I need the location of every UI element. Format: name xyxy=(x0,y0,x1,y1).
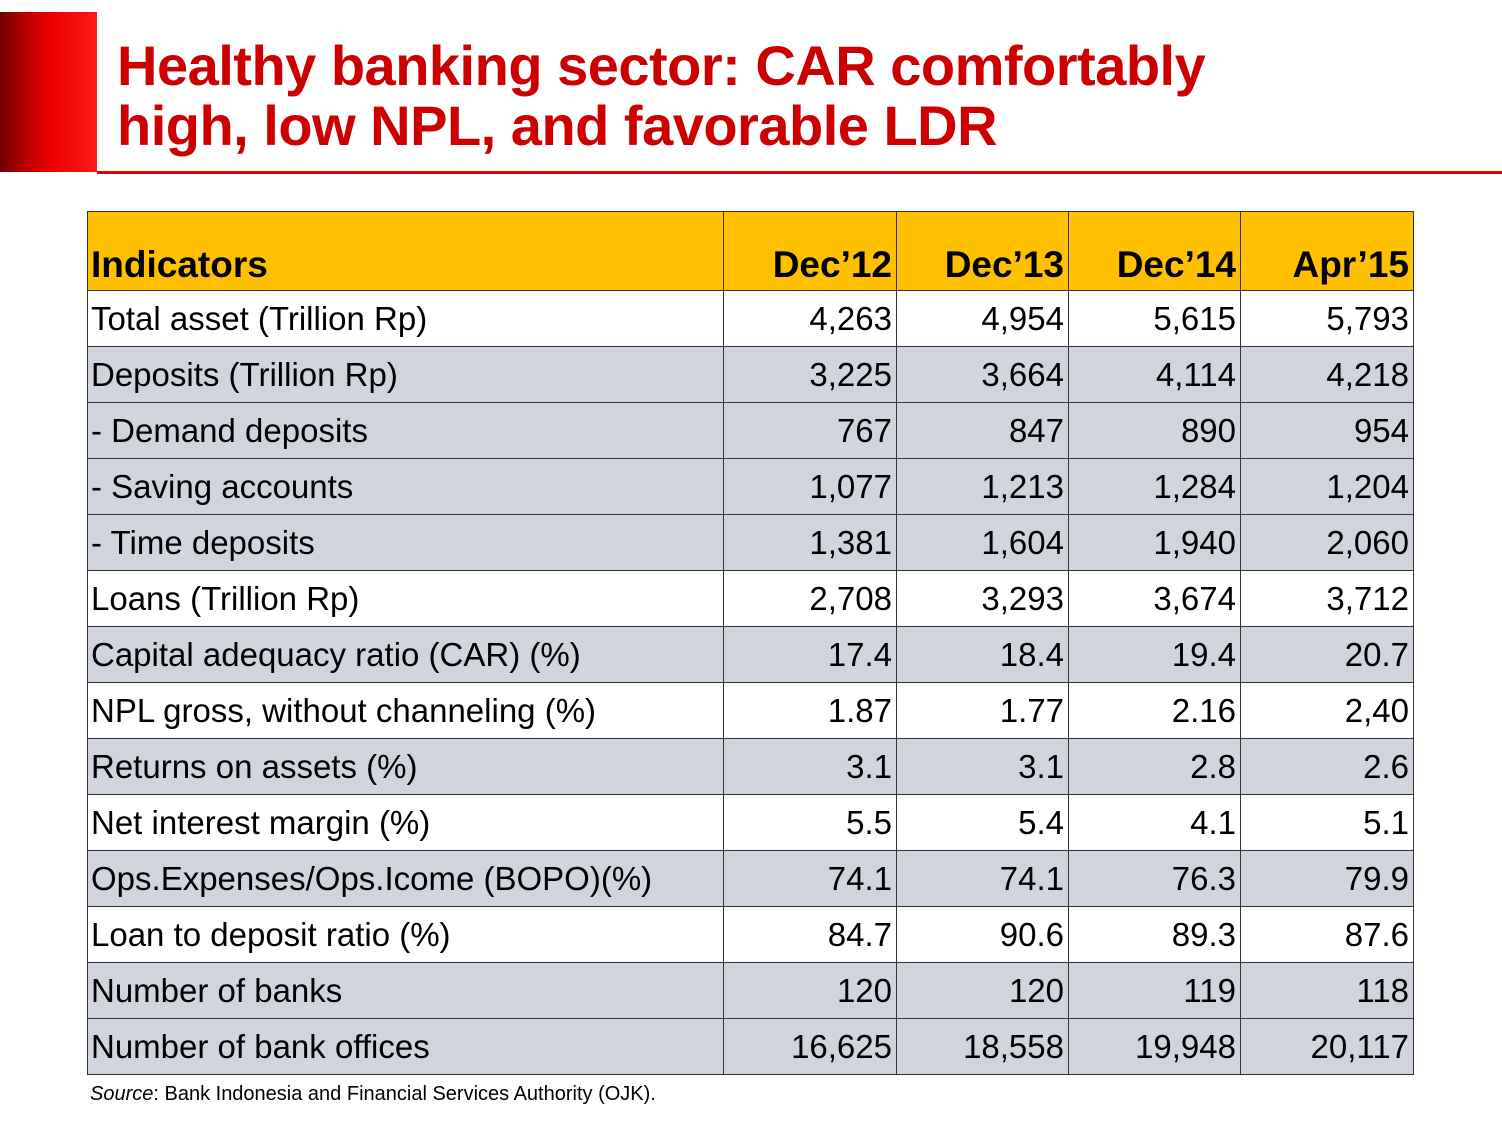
cell-value: 76.3 xyxy=(1068,850,1241,907)
source-prefix: Source xyxy=(90,1083,154,1105)
cell-value: 1,284 xyxy=(1068,458,1241,515)
cell-value: 16,625 xyxy=(723,1018,897,1075)
cell-value: 20,117 xyxy=(1240,1018,1414,1075)
row-label: Ops.Expenses/Ops.Icome (BOPO)(%) xyxy=(87,850,724,907)
cell-value: 5,793 xyxy=(1240,290,1414,347)
cell-value: 1.87 xyxy=(723,682,897,739)
row-label: - Time deposits xyxy=(87,514,724,571)
cell-value: 4.1 xyxy=(1068,794,1241,851)
cell-value: 119 xyxy=(1068,962,1241,1019)
header-period: Dec’13 xyxy=(896,211,1069,291)
cell-value: 1,381 xyxy=(723,514,897,571)
table-row: Capital adequacy ratio (CAR) (%) 17.4 18… xyxy=(87,626,1414,683)
cell-value: 2.6 xyxy=(1240,738,1414,795)
cell-value: 1,213 xyxy=(896,458,1069,515)
cell-value: 87.6 xyxy=(1240,906,1414,963)
table-row: Total asset (Trillion Rp) 4,263 4,954 5,… xyxy=(87,290,1414,347)
banking-indicators-table: Indicators Dec’12 Dec’13 Dec’14 Apr’15 T… xyxy=(87,211,1414,1075)
cell-value: 954 xyxy=(1240,402,1414,459)
row-label: Capital adequacy ratio (CAR) (%) xyxy=(87,626,724,683)
table-row: - Demand deposits 767 847 890 954 xyxy=(87,402,1414,459)
table-row: Loans (Trillion Rp) 2,708 3,293 3,674 3,… xyxy=(87,570,1414,627)
table-row: Number of banks 120 120 119 118 xyxy=(87,962,1414,1019)
row-label: Loans (Trillion Rp) xyxy=(87,570,724,627)
cell-value: 2,708 xyxy=(723,570,897,627)
source-note: Source: Bank Indonesia and Financial Ser… xyxy=(90,1083,656,1106)
cell-value: 890 xyxy=(1068,402,1241,459)
row-label: Deposits (Trillion Rp) xyxy=(87,346,724,403)
cell-value: 3.1 xyxy=(723,738,897,795)
cell-value: 2,40 xyxy=(1240,682,1414,739)
header-period: Dec’12 xyxy=(723,211,897,291)
cell-value: 74.1 xyxy=(896,850,1069,907)
cell-value: 5.5 xyxy=(723,794,897,851)
cell-value: 74.1 xyxy=(723,850,897,907)
cell-value: 79.9 xyxy=(1240,850,1414,907)
row-label: NPL gross, without channeling (%) xyxy=(87,682,724,739)
cell-value: 2,060 xyxy=(1240,514,1414,571)
row-label: Total asset (Trillion Rp) xyxy=(87,290,724,347)
cell-value: 3,674 xyxy=(1068,570,1241,627)
header-period: Dec’14 xyxy=(1068,211,1241,291)
cell-value: 5.1 xyxy=(1240,794,1414,851)
cell-value: 5,615 xyxy=(1068,290,1241,347)
row-label: - Saving accounts xyxy=(87,458,724,515)
slide-title-line-1: Healthy banking sector: CAR comfortably xyxy=(117,34,1206,97)
cell-value: 1,077 xyxy=(723,458,897,515)
table-header-row: Indicators Dec’12 Dec’13 Dec’14 Apr’15 xyxy=(87,211,1414,291)
row-label: Returns on assets (%) xyxy=(87,738,724,795)
table-row: - Saving accounts 1,077 1,213 1,284 1,20… xyxy=(87,458,1414,515)
cell-value: 19.4 xyxy=(1068,626,1241,683)
title-underline xyxy=(97,171,1502,174)
table-row: Number of bank offices 16,625 18,558 19,… xyxy=(87,1018,1414,1075)
table-row: Returns on assets (%) 3.1 3.1 2.8 2.6 xyxy=(87,738,1414,795)
row-label: - Demand deposits xyxy=(87,402,724,459)
cell-value: 4,954 xyxy=(896,290,1069,347)
cell-value: 3,293 xyxy=(896,570,1069,627)
row-label: Number of banks xyxy=(87,962,724,1019)
table-row: - Time deposits 1,381 1,604 1,940 2,060 xyxy=(87,514,1414,571)
cell-value: 120 xyxy=(896,962,1069,1019)
cell-value: 767 xyxy=(723,402,897,459)
row-label: Number of bank offices xyxy=(87,1018,724,1075)
cell-value: 19,948 xyxy=(1068,1018,1241,1075)
cell-value: 847 xyxy=(896,402,1069,459)
cell-value: 118 xyxy=(1240,962,1414,1019)
source-text: : Bank Indonesia and Financial Services … xyxy=(153,1083,656,1105)
cell-value: 18.4 xyxy=(896,626,1069,683)
row-label: Loan to deposit ratio (%) xyxy=(87,906,724,963)
cell-value: 2.16 xyxy=(1068,682,1241,739)
cell-value: 3.1 xyxy=(896,738,1069,795)
cell-value: 1,940 xyxy=(1068,514,1241,571)
header-indicators: Indicators xyxy=(87,211,724,291)
cell-value: 4,114 xyxy=(1068,346,1241,403)
cell-value: 89.3 xyxy=(1068,906,1241,963)
cell-value: 84.7 xyxy=(723,906,897,963)
cell-value: 4,218 xyxy=(1240,346,1414,403)
cell-value: 1.77 xyxy=(896,682,1069,739)
row-label: Net interest margin (%) xyxy=(87,794,724,851)
title-accent-bar xyxy=(0,12,97,172)
cell-value: 1,204 xyxy=(1240,458,1414,515)
cell-value: 3,712 xyxy=(1240,570,1414,627)
cell-value: 3,664 xyxy=(896,346,1069,403)
table-row: Loan to deposit ratio (%) 84.7 90.6 89.3… xyxy=(87,906,1414,963)
header-period: Apr’15 xyxy=(1240,211,1414,291)
cell-value: 2.8 xyxy=(1068,738,1241,795)
cell-value: 1,604 xyxy=(896,514,1069,571)
table-row: Net interest margin (%) 5.5 5.4 4.1 5.1 xyxy=(87,794,1414,851)
cell-value: 3,225 xyxy=(723,346,897,403)
table-row: Deposits (Trillion Rp) 3,225 3,664 4,114… xyxy=(87,346,1414,403)
table-row: NPL gross, without channeling (%) 1.87 1… xyxy=(87,682,1414,739)
table-row: Ops.Expenses/Ops.Icome (BOPO)(%) 74.1 74… xyxy=(87,850,1414,907)
cell-value: 17.4 xyxy=(723,626,897,683)
cell-value: 120 xyxy=(723,962,897,1019)
slide-title-line-2: high, low NPL, and favorable LDR xyxy=(117,94,998,157)
cell-value: 4,263 xyxy=(723,290,897,347)
cell-value: 18,558 xyxy=(896,1018,1069,1075)
cell-value: 90.6 xyxy=(896,906,1069,963)
slide-title: Healthy banking sector: CAR comfortably … xyxy=(117,36,1487,156)
cell-value: 20.7 xyxy=(1240,626,1414,683)
cell-value: 5.4 xyxy=(896,794,1069,851)
